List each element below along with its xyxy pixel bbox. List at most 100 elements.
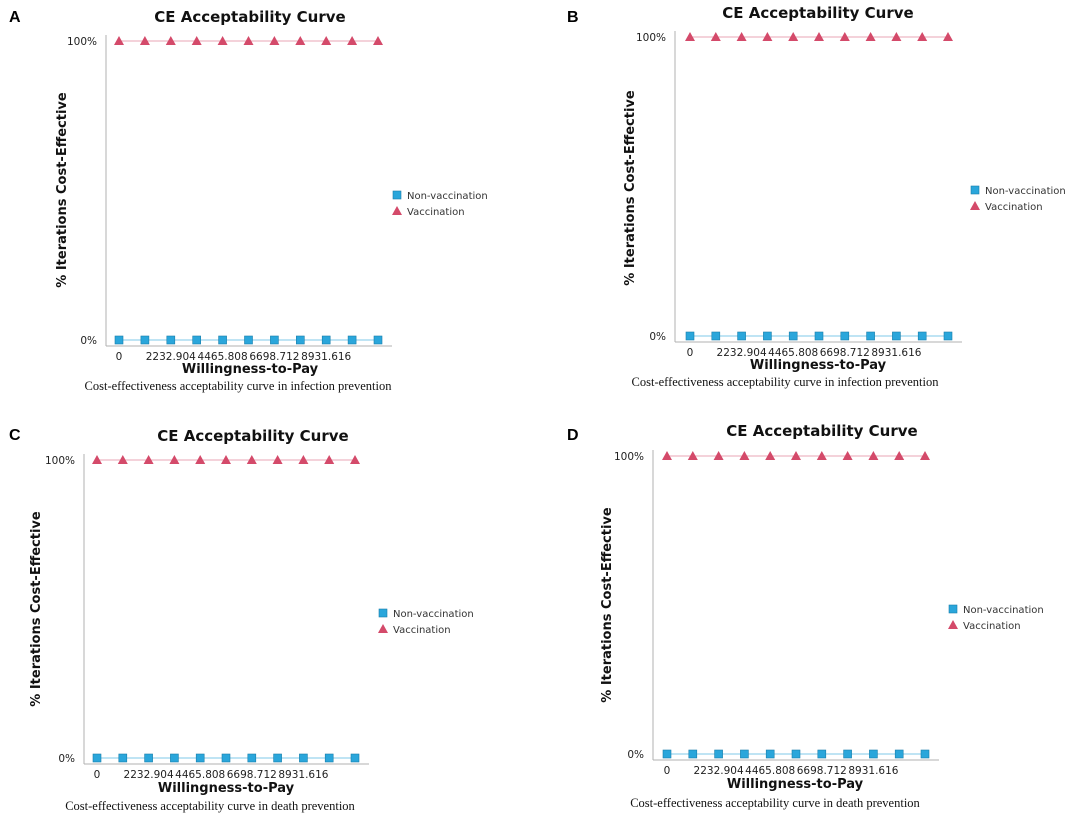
- figure-caption: Cost-effectiveness acceptability curve i…: [65, 799, 355, 813]
- plot-area: 0% 100% 0 2232.904 4465.808 6698.712 8931.616 N…: [45, 454, 474, 781]
- data-point-non-vaccination: [140, 335, 150, 345]
- data-point-non-vaccination: [321, 335, 331, 345]
- data-point-non-vaccination: [814, 331, 824, 341]
- data-point-vaccination: [943, 32, 953, 41]
- data-point-non-vaccination: [869, 749, 878, 759]
- data-point-vaccination: [114, 36, 124, 45]
- x-tick-label: 8931.616: [848, 765, 898, 777]
- data-point-non-vaccination: [917, 331, 927, 341]
- legend-marker-non-vaccination: [948, 604, 958, 614]
- y-axis-label: % Iterations Cost-Effective: [55, 92, 70, 288]
- y-axis-label: % Iterations Cost-Effective: [623, 90, 638, 286]
- data-point-vaccination: [920, 451, 930, 460]
- data-point-vaccination: [842, 451, 853, 460]
- data-point-non-vaccination: [688, 749, 698, 759]
- data-point-non-vaccination: [350, 753, 360, 763]
- data-point-non-vaccination: [817, 749, 827, 759]
- data-point-non-vaccination: [843, 749, 852, 759]
- data-point-vaccination: [710, 32, 721, 41]
- data-point-non-vaccination: [763, 331, 772, 341]
- data-point-non-vaccination: [892, 331, 901, 341]
- x-tick-label: 6698.712: [797, 765, 847, 777]
- data-point-non-vaccination: [218, 335, 227, 345]
- x-tick-label: 4465.808: [198, 351, 248, 363]
- data-point-non-vaccination: [295, 335, 305, 345]
- data-point-vaccination: [221, 455, 231, 464]
- figure-caption: Cost-effectiveness acceptability curve i…: [632, 375, 940, 389]
- data-point-vaccination: [295, 36, 306, 45]
- data-point-vaccination: [373, 36, 383, 45]
- legend-marker-vaccination: [948, 620, 958, 629]
- x-tick-label: 2232.904: [146, 351, 196, 363]
- data-point-vaccination: [243, 36, 254, 45]
- chart-title: CE Acceptability Curve: [157, 427, 348, 445]
- panel-letter: A: [9, 9, 21, 26]
- panel-a: A CE Acceptability Curve % Iterations Co…: [9, 8, 488, 393]
- data-point-vaccination: [736, 32, 747, 41]
- y-tick-label: 100%: [636, 32, 666, 44]
- data-point-vaccination: [839, 32, 850, 41]
- figure-caption: Cost-effectiveness acceptability curve i…: [85, 379, 393, 393]
- y-axis-label: % Iterations Cost-Effective: [29, 511, 44, 707]
- x-tick-label: 2232.904: [694, 765, 744, 777]
- data-point-non-vaccination: [144, 753, 153, 763]
- legend-marker-vaccination: [378, 624, 388, 633]
- data-point-vaccination: [762, 32, 773, 41]
- x-tick-label: 8931.616: [278, 769, 328, 781]
- data-point-non-vaccination: [920, 749, 930, 759]
- data-point-vaccination: [324, 455, 335, 464]
- panel-letter: D: [567, 427, 579, 444]
- data-point-non-vaccination: [685, 331, 695, 341]
- x-tick-label: 0: [664, 765, 671, 777]
- legend-label: Non-vaccination: [963, 605, 1044, 616]
- x-tick-label: 0: [687, 347, 694, 359]
- data-point-vaccination: [191, 36, 202, 45]
- data-point-non-vaccination: [662, 749, 672, 759]
- data-point-vaccination: [662, 451, 672, 460]
- panel-letter: B: [567, 9, 579, 26]
- x-tick-label: 4465.808: [745, 765, 795, 777]
- data-point-non-vaccination: [118, 753, 128, 763]
- data-point-vaccination: [687, 451, 698, 460]
- data-point-non-vaccination: [943, 331, 953, 341]
- data-point-vaccination: [788, 32, 799, 41]
- data-point-vaccination: [217, 36, 228, 45]
- x-tick-label: 8931.616: [301, 351, 351, 363]
- data-point-non-vaccination: [373, 335, 383, 345]
- data-point-non-vaccination: [324, 753, 334, 763]
- data-point-vaccination: [169, 455, 180, 464]
- data-point-non-vaccination: [247, 753, 257, 763]
- panel-c: C CE Acceptability Curve % Iterations Co…: [9, 427, 474, 813]
- legend-label: Non-vaccination: [985, 186, 1066, 197]
- chart-title: CE Acceptability Curve: [154, 8, 345, 26]
- legend-marker-non-vaccination: [970, 185, 980, 195]
- data-point-vaccination: [350, 455, 360, 464]
- data-point-non-vaccination: [791, 749, 801, 759]
- data-point-vaccination: [868, 451, 879, 460]
- data-point-non-vaccination: [737, 331, 746, 341]
- x-tick-label: 4465.808: [768, 347, 818, 359]
- data-point-vaccination: [816, 451, 827, 460]
- y-tick-label: 0%: [58, 753, 75, 765]
- y-tick-label: 100%: [45, 455, 75, 467]
- x-tick-label: 0: [94, 769, 101, 781]
- data-point-vaccination: [117, 455, 128, 464]
- data-point-vaccination: [139, 36, 150, 45]
- data-point-vaccination: [347, 36, 358, 45]
- x-tick-label: 2232.904: [124, 769, 174, 781]
- data-point-non-vaccination: [166, 335, 176, 345]
- y-axis-label: % Iterations Cost-Effective: [600, 507, 615, 703]
- data-point-vaccination: [894, 451, 905, 460]
- x-axis-label: Willingness-to-Pay: [727, 777, 864, 792]
- x-tick-label: 8931.616: [871, 347, 921, 359]
- y-tick-label: 100%: [614, 451, 644, 463]
- x-tick-label: 6698.712: [820, 347, 870, 359]
- data-point-non-vaccination: [347, 335, 357, 345]
- x-tick-label: 6698.712: [227, 769, 277, 781]
- x-tick-label: 0: [116, 351, 123, 363]
- data-point-vaccination: [269, 36, 280, 45]
- data-point-vaccination: [298, 455, 309, 464]
- data-point-non-vaccination: [114, 335, 124, 345]
- data-point-vaccination: [865, 32, 876, 41]
